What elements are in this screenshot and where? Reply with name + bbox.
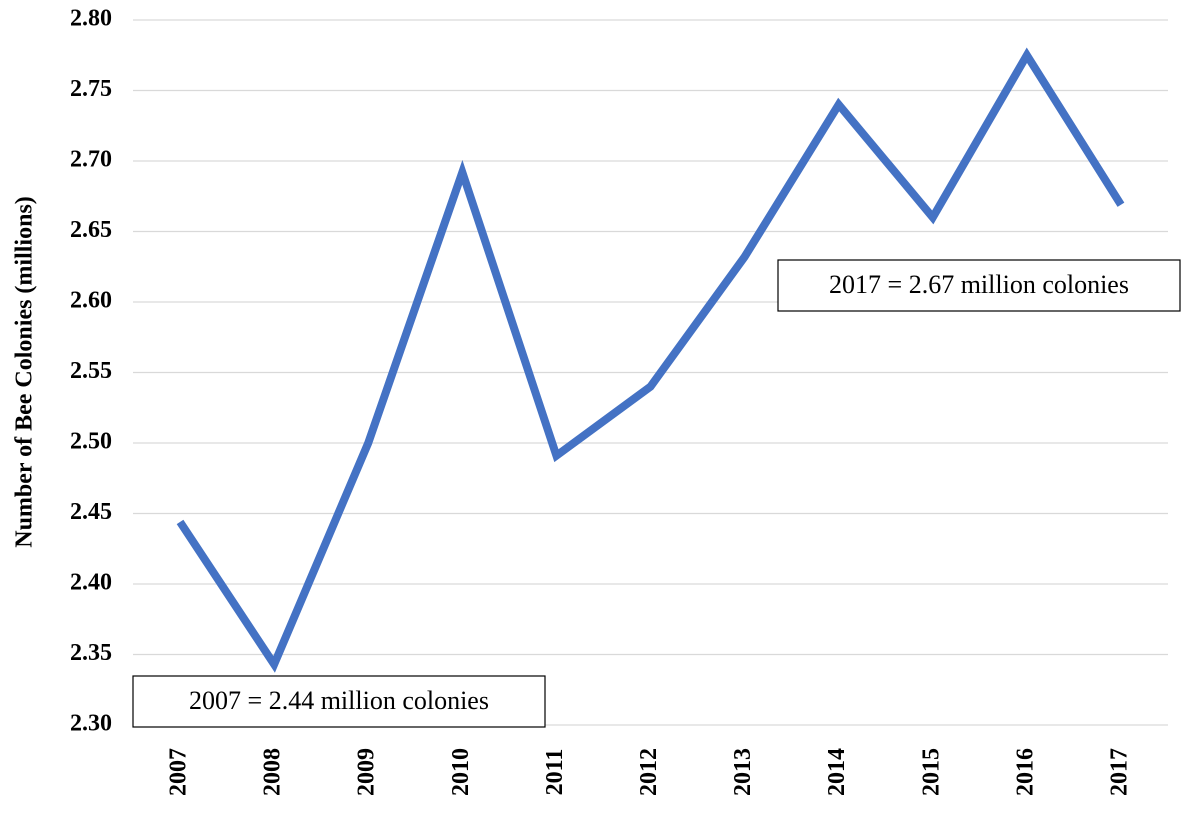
x-tick-label: 2010 — [448, 748, 474, 796]
y-tick-label: 2.40 — [70, 570, 112, 596]
y-tick-label: 2.75 — [70, 76, 112, 102]
x-tick-label: 2016 — [1012, 748, 1038, 796]
x-tick-label: 2013 — [730, 748, 756, 796]
x-tick-label: 2017 — [1106, 748, 1132, 796]
y-tick-label: 2.55 — [70, 358, 112, 384]
y-tick-label: 2.60 — [70, 288, 112, 314]
y-tick-label: 2.80 — [70, 6, 112, 32]
x-tick-label: 2015 — [918, 748, 944, 796]
x-tick-label: 2009 — [354, 748, 380, 796]
y-tick-label: 2.65 — [70, 217, 112, 243]
y-tick-label: 2.70 — [70, 147, 112, 173]
line-series — [176, 47, 1125, 673]
y-axis-label: Number of Bee Colonies (millions) — [12, 196, 38, 548]
y-tick-label: 2.30 — [70, 711, 112, 737]
x-tick-label: 2012 — [636, 748, 662, 796]
x-tick-label: 2008 — [260, 748, 286, 796]
annotation: 2007 = 2.44 million colonies — [189, 686, 489, 715]
annotation: 2017 = 2.67 million colonies — [829, 270, 1129, 299]
annotation-box — [777, 259, 1181, 312]
y-tick-label: 2.45 — [70, 499, 112, 525]
x-tick-label: 2014 — [824, 748, 850, 796]
x-tick-label: 2011 — [542, 749, 568, 796]
annotation-box — [132, 675, 546, 728]
x-tick-label: 2007 — [166, 748, 192, 796]
y-tick-label: 2.35 — [70, 640, 112, 666]
y-tick-label: 2.50 — [70, 429, 112, 455]
